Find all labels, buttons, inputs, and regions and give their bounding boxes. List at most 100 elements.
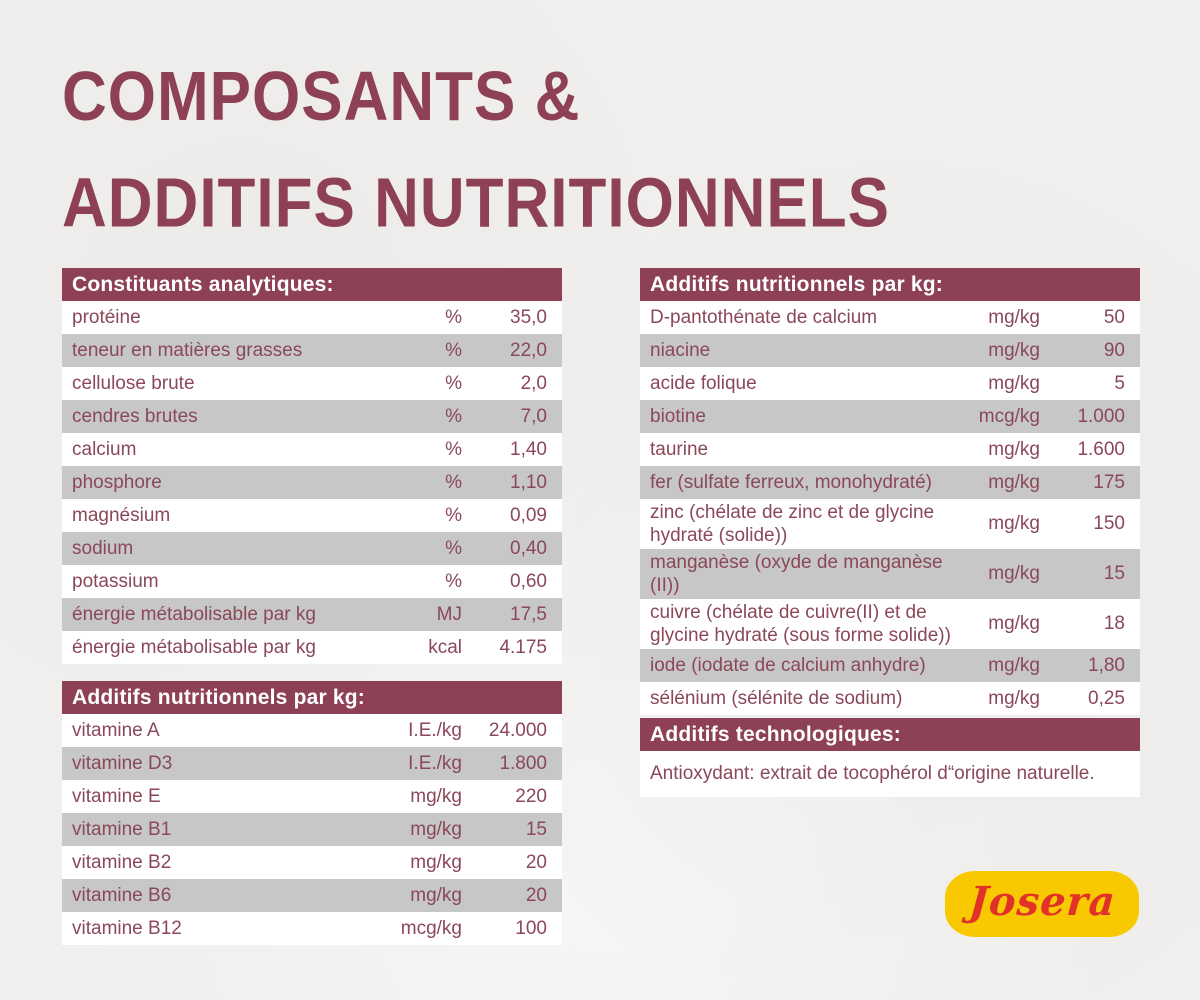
row-unit: % [445,372,462,394]
row-unit: mcg/kg [400,917,462,939]
minerals-table-body: D-pantothénate de calcium mg/kg 50 niaci… [640,301,1140,715]
row-unit: MJ [436,603,462,625]
table-row: magnésium % 0,09 [62,499,562,532]
row-value: 2,0 [520,372,547,394]
row-label: cuivre (chélate de cuivre(II) et de gly­… [650,602,951,646]
row-label: vitamine D3 [72,753,173,774]
row-value: 0,25 [1088,687,1125,709]
row-label: fer (sulfate ferreux, monohydraté) [650,472,932,493]
row-label: niacine [650,340,711,361]
row-label: énergie métabolisable par kg [72,637,316,658]
table-row: teneur en matières grasses % 22,0 [62,334,562,367]
vitamins-additives-table: Additifs nutritionnels par kg: vitamine … [62,681,562,945]
table-row: fer (sulfate ferreux, monohydraté) mg/kg… [640,466,1140,499]
table-row: sélénium (sélénite de sodium) mg/kg 0,25 [640,682,1140,715]
row-value: 15 [1103,563,1125,584]
row-value: 24.000 [488,719,547,741]
page-title: COMPOSANTS & ADDITIFS NUTRITIONNELS [62,44,890,257]
table-row: vitamine A I.E./kg 24.000 [62,714,562,747]
table-row: iode (iodate de calcium anhydre) mg/kg 1… [640,649,1140,682]
table-row: vitamine B12 mcg/kg 100 [62,912,562,945]
row-label: cendres brutes [72,406,198,427]
row-value: 35,0 [510,306,547,328]
table-row: protéine % 35,0 [62,301,562,334]
row-value: 17,5 [510,603,547,625]
row-unit: mg/kg [988,339,1040,361]
row-value: 15 [525,818,547,840]
technological-header: Additifs technologiques: [640,718,1140,751]
row-value: 175 [1093,471,1125,493]
row-unit: mg/kg [410,785,462,807]
table-row: D-pantothénate de calcium mg/kg 50 [640,301,1140,334]
vitamins-table-header: Additifs nutritionnels par kg: [62,681,562,714]
row-unit: mg/kg [988,471,1040,493]
row-label: zinc (chélate de zinc et de glycine hydr… [650,502,935,546]
minerals-table-header: Additifs nutritionnels par kg: [640,268,1140,301]
row-unit: % [445,537,462,559]
row-label: sélénium (sélénite de sodium) [650,688,903,709]
row-label: vitamine B1 [72,819,172,840]
row-unit: mg/kg [988,613,1040,634]
row-value: 1.000 [1077,405,1125,427]
row-label: phosphore [72,472,162,493]
row-label: protéine [72,307,141,328]
row-label: sodium [72,538,134,559]
row-value: 4.175 [499,636,547,658]
row-label: énergie métabolisable par kg [72,604,316,625]
row-value: 0,40 [510,537,547,559]
row-value: 20 [525,851,547,873]
row-label: magnésium [72,505,171,526]
table-row: cellulose brute % 2,0 [62,367,562,400]
row-unit: kcal [428,636,462,658]
technological-additives-section: Additifs technologiques: Antioxydant: ex… [640,718,1140,797]
row-label: biotine [650,406,706,427]
row-value: 0,60 [510,570,547,592]
row-label: vitamine B6 [72,885,172,906]
row-value: 1,80 [1088,654,1125,676]
row-value: 220 [515,785,547,807]
row-label: taurine [650,439,709,460]
row-unit: mg/kg [410,884,462,906]
page-title-line2: ADDITIFS NUTRITIONNELS [62,164,890,243]
table-row: énergie métabolisable par kg kcal 4.175 [62,631,562,664]
antioxidant-note: Antioxydant: extrait de tocophérol d“ori… [640,751,1140,797]
page-title-line1: COMPOSANTS & [62,58,581,136]
row-label: manganèse (oxyde de manganèse (II)) [650,552,943,596]
row-value: 7,0 [520,405,547,427]
table-row: vitamine B6 mg/kg 20 [62,879,562,912]
table-row: sodium % 0,40 [62,532,562,565]
row-value: 150 [1093,513,1125,534]
table-row: vitamine B1 mg/kg 15 [62,813,562,846]
row-value: 100 [515,917,547,939]
row-unit: % [445,504,462,526]
row-label: vitamine A [72,720,160,741]
row-unit: mg/kg [988,654,1040,676]
row-unit: mg/kg [988,372,1040,394]
row-unit: mg/kg [988,513,1040,534]
table-row: énergie métabolisable par kg MJ 17,5 [62,598,562,631]
row-value: 5 [1114,372,1125,394]
row-value: 1,40 [510,438,547,460]
row-label: teneur en matières grasses [72,340,303,361]
row-unit: I.E./kg [408,719,462,741]
row-unit: I.E./kg [408,752,462,774]
table-row: cendres brutes % 7,0 [62,400,562,433]
row-unit: mg/kg [410,818,462,840]
row-value: 1.800 [499,752,547,774]
row-value: 18 [1103,613,1125,634]
row-label: potassium [72,571,159,592]
row-label: vitamine B2 [72,852,172,873]
table-row: biotine mcg/kg 1.000 [640,400,1140,433]
row-unit: % [445,306,462,328]
row-value: 1.600 [1077,438,1125,460]
minerals-additives-table: Additifs nutritionnels par kg: D-pantoth… [640,268,1140,715]
row-label: cellulose brute [72,373,195,394]
table-row: manganèse (oxyde de manganèse (II)) mg/k… [640,549,1140,599]
row-value: 0,09 [510,504,547,526]
row-label: acide folique [650,373,757,394]
row-value: 20 [525,884,547,906]
row-label: calcium [72,439,137,460]
row-value: 50 [1103,306,1125,328]
josera-logo: Josera [945,871,1139,937]
